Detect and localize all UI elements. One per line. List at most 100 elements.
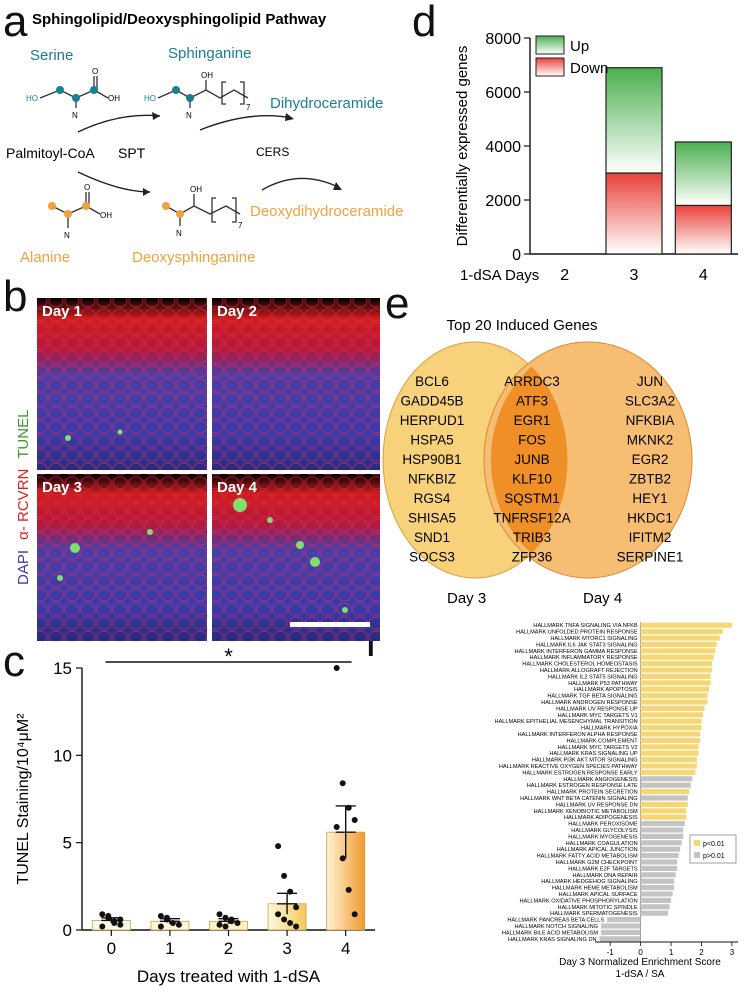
sphinganine-molecule: [157, 80, 249, 108]
f-bar: [640, 865, 678, 871]
f-bar: [607, 917, 641, 923]
alanine-n: N: [64, 231, 70, 240]
venn-shared-gene: KLF10: [512, 472, 552, 487]
c-data-point: [222, 923, 229, 930]
tunel-bar-chart: 0 5 10 15 0 1 2 3 4 Days treated with 1-dSA TUNEL …: [15, 644, 375, 986]
panel-label-d: d: [412, 0, 437, 46]
venn-left-gene: HSPA5: [410, 433, 453, 448]
f-x-tick-label: -1: [607, 948, 615, 957]
pathway-title: Sphingolipid/Deoxysphingolipid Pathway: [32, 11, 327, 28]
f-bar: [640, 686, 710, 692]
f-row-label: HALLMARK MYC TARGETS V1: [558, 713, 638, 719]
d-bar-up: [605, 67, 663, 174]
panel-label-c: c: [3, 637, 25, 686]
cers-label: CERS: [256, 145, 289, 159]
f-row-label: HALLMARK IL2 STAT5 SIGNALING: [548, 674, 638, 680]
d-y-tick-label: 6000: [485, 85, 521, 102]
f-row-label: HALLMARK DNA REPAIR: [572, 873, 637, 879]
f-row-label: HALLMARK NOTCH SIGNALING: [514, 924, 598, 930]
f-row-label: HALLMARK P53 PATHWAY: [568, 681, 638, 687]
d-legend-down-swatch: [535, 57, 565, 77]
f-row-label: HALLMARK ALLOGRAFT REJECTION: [540, 668, 638, 674]
d-x-tick-label: 4: [699, 267, 708, 284]
f-row-label: HALLMARK ESTROGEN RESPONSE LATE: [527, 783, 638, 789]
venn-title: Top 20 Induced Genes: [447, 317, 598, 334]
f-row-label: HALLMARK ADIPOGENESIS: [564, 815, 638, 821]
f-row-label: HALLMARK FATTY ACID METABOLISM: [537, 854, 638, 860]
c-data-point: [169, 920, 176, 927]
c-x-tick-label: 0: [107, 939, 116, 958]
f-row-label: HALLMARK KRAS SIGNALING DN: [508, 937, 597, 943]
f-bar: [640, 853, 679, 859]
c-data-point: [99, 911, 106, 918]
c-data-point: [117, 921, 124, 928]
f-bar: [640, 757, 697, 763]
sphinganine-n: N: [186, 111, 192, 120]
d-bar-down: [605, 172, 663, 255]
deoxydihydroceramide-label: Deoxydihydroceramide: [250, 203, 403, 220]
f-bar: [640, 821, 685, 827]
c-data-point: [339, 855, 346, 862]
c-y-axis-label: TUNEL Staining/10⁴μM²: [15, 713, 32, 885]
f-bar: [640, 629, 723, 635]
gsea-bar-chart: HALLMARK TNFA SIGNALING VIA NFKBHALLMARK…: [495, 622, 738, 980]
f-bar: [640, 789, 690, 795]
c-data-point: [351, 816, 358, 823]
f-x-axis-label: Day 3 Normalized Enrichment Score: [559, 957, 721, 968]
panel-label-b: b: [3, 272, 28, 321]
f-bar: [640, 705, 705, 711]
sphinganine-ho: HO: [144, 94, 156, 103]
sphinganine-label: Sphinganine: [168, 45, 251, 62]
c-data-point: [111, 920, 118, 927]
f-row-label: HALLMARK PEROXISOME: [568, 822, 638, 828]
f-row-label: HALLMARK PROTEIN SECRETION: [547, 790, 638, 796]
venn-left-gene: SHISA5: [408, 511, 456, 526]
c-x-tick-label: 4: [341, 939, 350, 958]
c-data-point: [293, 923, 300, 930]
f-bar: [640, 712, 704, 718]
stain-legend: DAPI α- RCVRN TUNEL: [15, 410, 32, 585]
c-data-point: [345, 886, 352, 893]
f-row-label: HALLMARK HEME METABOLISM: [552, 886, 638, 892]
d-y-tick-label: 4000: [485, 139, 521, 156]
f-bar: [640, 891, 673, 897]
c-data-point: [287, 920, 294, 927]
venn-left-gene: GADD45B: [400, 394, 463, 409]
deoxysphinganine-7: 7: [238, 221, 243, 230]
f-row-label: HALLMARK TGF BETA SIGNALING: [547, 694, 637, 700]
day2-label: Day 2: [217, 303, 257, 320]
f-bar: [640, 878, 675, 884]
f-bar: [640, 827, 684, 833]
venn-left-gene: HSP90B1: [402, 452, 461, 467]
f-legend-nonsig-label: p>0.01: [703, 853, 725, 860]
venn-shared-gene: ARRDC3: [504, 374, 560, 389]
f-bar: [640, 833, 684, 839]
venn-right-gene: EGR2: [632, 452, 669, 467]
c-data-point: [275, 911, 282, 918]
palmitoyl-label: Palmitoyl-CoA: [6, 145, 95, 161]
f-bar: [640, 872, 676, 878]
f-row-label: HALLMARK COAGULATION: [566, 841, 638, 847]
f-row-label: HALLMARK APICAL SURFACE: [559, 892, 638, 898]
f-bar: [640, 904, 670, 910]
f-legend-sig-swatch: [694, 840, 700, 846]
rcvrn-label: α- RCVRN: [15, 469, 32, 540]
f-bar: [640, 763, 697, 769]
f-bar: [601, 923, 641, 929]
venn-left-label: Day 3: [447, 590, 486, 607]
c-data-point: [293, 904, 300, 911]
arrow-cers-upper: [199, 115, 293, 131]
c-x-tick-label: 3: [282, 939, 291, 958]
f-bar: [640, 769, 696, 775]
c-data-point: [281, 872, 288, 879]
f-x-tick-label: 3: [730, 948, 735, 957]
f-bar: [640, 801, 688, 807]
venn-shared-gene: TNFRSF12A: [493, 511, 570, 526]
serine-label: Serine: [30, 47, 73, 64]
f-bar: [640, 673, 711, 679]
f-row-label: HALLMARK UV RESPONSE UP: [556, 706, 638, 712]
f-x-tick-label: 0: [638, 948, 643, 957]
f-bar: [640, 661, 713, 667]
f-bar: [640, 776, 693, 782]
serine-n: N: [72, 111, 78, 120]
